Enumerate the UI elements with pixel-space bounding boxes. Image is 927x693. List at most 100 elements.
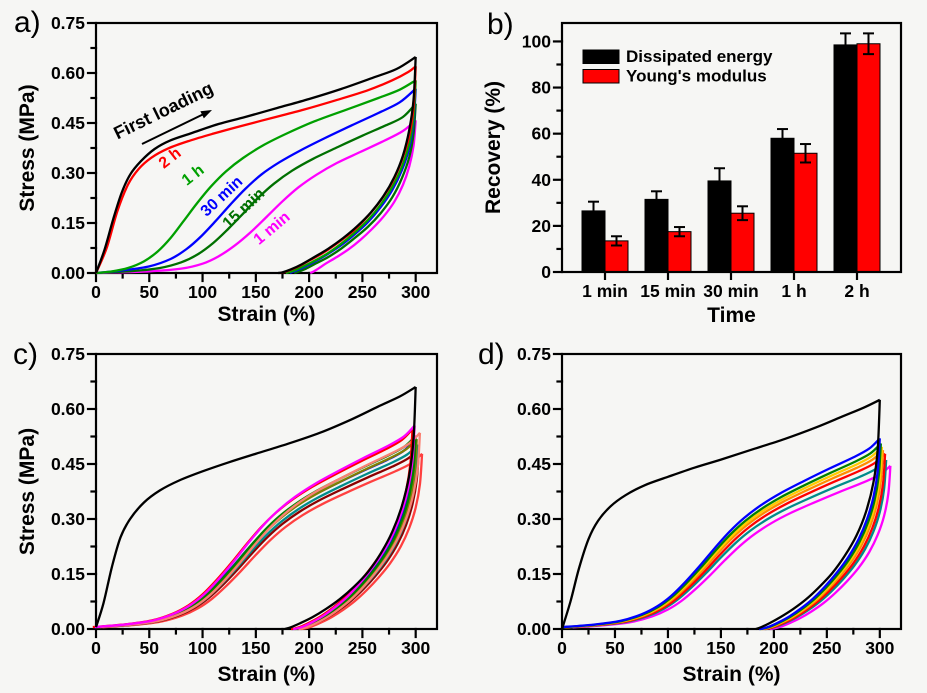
x-axis-title: Strain (%): [217, 303, 315, 326]
panel-label-d: d): [478, 338, 505, 371]
category-label: 2 h: [844, 281, 869, 301]
curve-d-cycle-green: [562, 442, 883, 631]
panel-label-c: c): [13, 338, 38, 371]
x-axis-title: Time: [707, 304, 756, 327]
x-tick-label: 250: [348, 282, 377, 302]
category-label: 1 min: [582, 281, 628, 301]
category-label: 30 min: [703, 281, 758, 301]
panel-c-cyclic-chart: 0 50 100 150 200 250 300 0.00 0.15 0.30 0.45 0.60 0.…: [16, 344, 439, 686]
curve-c-first-loading: [94, 386, 417, 631]
error-bar: [777, 128, 788, 149]
y-tick-label: 0.60: [51, 63, 85, 83]
error-bar: [800, 143, 811, 164]
curve-a-first-loading: [94, 56, 417, 275]
y-tick-label: 0.30: [51, 509, 85, 529]
x-tick-label: 200: [295, 638, 324, 658]
legend-swatch-dissipated-energy: [582, 49, 620, 64]
y-axis-title: Stress (MPa): [16, 84, 39, 211]
category-label: 1 h: [781, 281, 806, 301]
x-tick-label: 300: [401, 638, 430, 658]
y-tick-label: 0.60: [51, 399, 85, 419]
curve-d-first-loading: [560, 398, 881, 631]
x-tick-label: 150: [706, 638, 735, 658]
first-loading-arrow: [141, 111, 208, 145]
curve-d-cycle-magenta: [572, 464, 892, 631]
y-tick-label: 0.75: [51, 13, 85, 33]
y-tick-label: 40: [532, 170, 552, 190]
panel-d-cyclic-chart: 0 50 100 150 200 250 300 0.00 0.15 0.30 0.45 0.60 0.…: [517, 344, 903, 686]
category-ticks: [603, 272, 859, 280]
y-tick-label: 0.15: [517, 564, 551, 584]
y-axis-title: Recovery (%): [482, 81, 505, 214]
bar-dissipated-energy-15min: [644, 198, 669, 273]
axes-c: [86, 352, 439, 639]
bars-b: [581, 32, 881, 273]
annotation-label-2h: 2 h: [156, 145, 185, 173]
x-tick-label: 50: [140, 282, 160, 302]
x-tick-label: 0: [91, 282, 101, 302]
legend-label-dissipated-energy: Dissipated energy: [626, 47, 773, 66]
x-tick-label: 150: [241, 282, 270, 302]
error-bar: [863, 32, 874, 56]
curve-c-cycle-magenta: [94, 424, 416, 631]
y-tick-label: 0.45: [51, 113, 85, 133]
y-tick-label: 0.45: [517, 454, 551, 474]
y-tick-label: 0.00: [51, 619, 85, 639]
curves-d: [560, 398, 892, 631]
curve-a-1-h: [95, 79, 417, 275]
curve-c-cycle-red: [92, 428, 414, 631]
y-tick-label: 0.45: [51, 454, 85, 474]
y-tick-label: 0.15: [51, 213, 85, 233]
panel-label-a: a): [14, 6, 41, 39]
arrow-head: [200, 110, 212, 119]
x-tick-label: 50: [140, 638, 160, 658]
x-tick-label: 100: [188, 282, 217, 302]
y-tick-label: 60: [532, 124, 552, 144]
y-tick-label: 0.00: [517, 619, 551, 639]
error-bar: [840, 32, 851, 58]
x-tick-label: 250: [812, 638, 841, 658]
legend-swatch-young-s-modulus: [582, 69, 620, 84]
y-tick-label: 80: [532, 78, 552, 98]
x-tick-label: 250: [348, 638, 377, 658]
error-bar: [674, 226, 685, 238]
panel-label-b: b): [487, 8, 514, 41]
x-tick-label: 100: [188, 638, 217, 658]
error-bar: [714, 167, 725, 195]
error-bar: [737, 205, 748, 222]
y-tick-label: 0.75: [517, 344, 551, 364]
y-tick-label: 100: [522, 31, 551, 51]
curve-a-15-min: [95, 102, 417, 275]
curve-d-cycle-blue: [561, 437, 881, 631]
bar-young-s-modulus-1h: [793, 152, 818, 273]
curve-c-cycle-salmon: [100, 432, 422, 631]
panel-b-recovery-bar-chart: 0 20 40 60 80 100 Time Recovery (%) 1 min 15 min 3…: [482, 21, 903, 327]
y-tick-label: 0: [541, 262, 551, 282]
x-tick-label: 0: [91, 638, 101, 658]
bar-young-s-modulus-2h: [856, 43, 881, 273]
curve-c-cycle-orangered: [102, 452, 424, 631]
axes-d: [552, 352, 903, 639]
panel-a-stress-strain-chart: 0 50 100 150 200 250 300 0.00 0.15 0.30 0.45 0.60 0.…: [16, 13, 439, 326]
bar-dissipated-energy-2h: [833, 44, 858, 273]
axes-a: [86, 21, 439, 283]
x-tick-label: 200: [295, 282, 324, 302]
x-tick-label: 50: [605, 638, 625, 658]
y-tick-label: 0.00: [51, 263, 85, 283]
x-tick-label: 200: [759, 638, 788, 658]
x-tick-label: 0: [557, 638, 567, 658]
y-tick-label: 0.30: [517, 509, 551, 529]
curve-a-1-min: [95, 119, 417, 275]
error-bar: [588, 200, 599, 222]
annotation-label-1min: 1 min: [251, 209, 294, 249]
y-axis-title: Stress (MPa): [16, 428, 39, 555]
x-tick-label: 300: [865, 638, 894, 658]
x-tick-label: 300: [401, 282, 430, 302]
bar-dissipated-energy-1h: [770, 137, 795, 273]
tick-labels-a: 0 50 100 150 200 250 300 0.00 0.15 0.30 0.45 0.60 0.…: [51, 13, 431, 302]
category-labels: 1 min 15 min 30 min 1 h 2 h: [582, 281, 870, 301]
curves-c: [92, 386, 424, 631]
plot-frame: [560, 352, 903, 631]
